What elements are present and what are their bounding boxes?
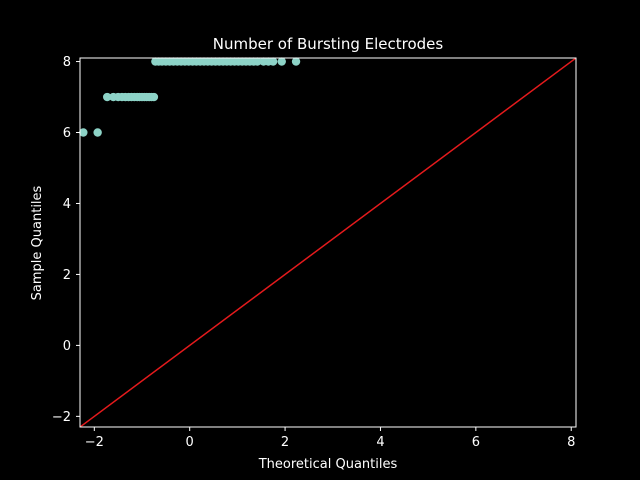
x-tick-label: 8 xyxy=(567,435,575,450)
y-tick-label: 4 xyxy=(63,197,71,212)
data-point xyxy=(277,57,286,66)
data-point xyxy=(291,57,301,66)
data-point xyxy=(93,128,102,137)
x-tick-label: 0 xyxy=(186,435,194,450)
y-tick-label: −2 xyxy=(52,410,71,425)
y-tick-label: 8 xyxy=(63,55,71,70)
y-axis-label: Sample Quantiles xyxy=(30,185,45,300)
x-tick-label: 4 xyxy=(376,435,384,450)
chart-title: Number of Bursting Electrodes xyxy=(213,35,444,53)
reference-line xyxy=(80,58,576,427)
y-tick-label: 2 xyxy=(63,268,71,283)
x-tick-label: 6 xyxy=(472,435,480,450)
plot-area: −2 0 2 4 6 8 −2 0 2 4 6 8 xyxy=(52,55,577,450)
x-tick-label: 2 xyxy=(281,435,289,450)
data-point xyxy=(79,128,88,137)
data-point xyxy=(253,57,262,66)
plot-frame xyxy=(79,57,577,428)
data-point xyxy=(149,92,159,102)
x-tick-label: −2 xyxy=(85,435,104,450)
x-axis-label: Theoretical Quantiles xyxy=(258,457,398,472)
y-tick-label: 6 xyxy=(63,126,71,141)
y-tick-label: 0 xyxy=(63,339,71,354)
data-point xyxy=(268,57,278,66)
data-point xyxy=(102,92,112,102)
